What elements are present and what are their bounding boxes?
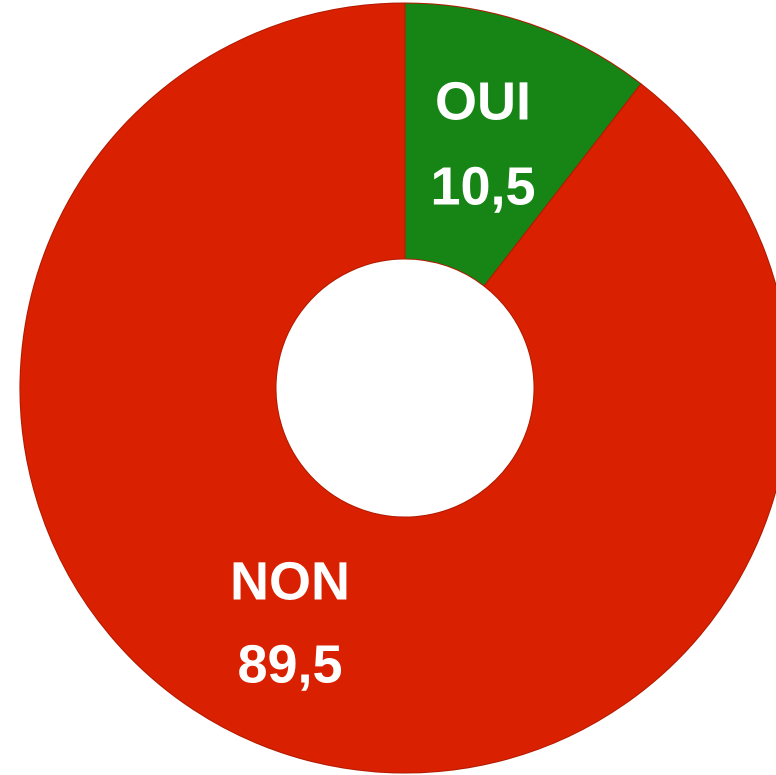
value-label: 10,5	[430, 156, 535, 216]
segment-label: NON	[230, 551, 350, 611]
value-label: 89,5	[237, 634, 342, 694]
donut-segment	[19, 2, 776, 774]
donut-segment	[404, 2, 642, 287]
segment-label: OUI	[435, 71, 531, 131]
